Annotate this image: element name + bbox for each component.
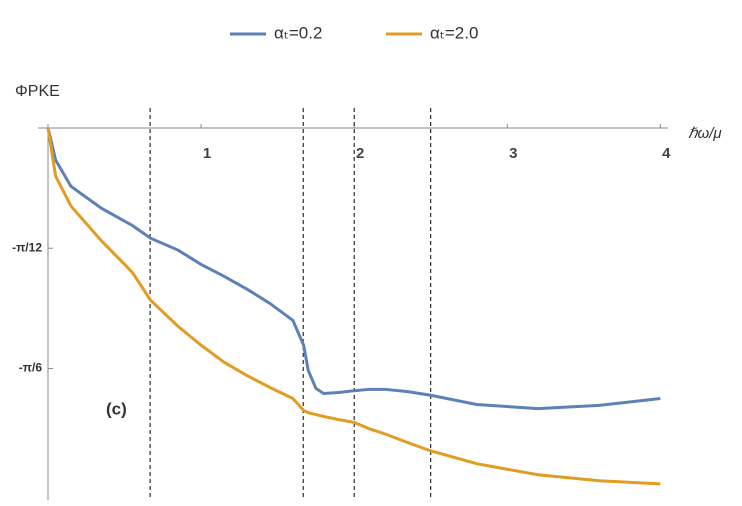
- x-tick-label: 4: [662, 145, 671, 162]
- legend-label: αₜ=0.2: [274, 23, 322, 42]
- y-tick-label: -π/12: [12, 240, 42, 254]
- x-tick-label: 3: [509, 145, 517, 162]
- annotation: (c): [106, 399, 127, 418]
- legend-label: αₜ=2.0: [430, 23, 478, 42]
- x-tick-label: 1: [203, 145, 211, 162]
- line: [46, 127, 661, 486]
- line: [46, 127, 661, 411]
- y-tick-label: -π/6: [19, 361, 43, 375]
- x-tick-label: 2: [356, 145, 364, 162]
- y-axis-label: ΦPKE: [15, 83, 60, 100]
- x-axis-label: ℏω/μ: [688, 125, 722, 142]
